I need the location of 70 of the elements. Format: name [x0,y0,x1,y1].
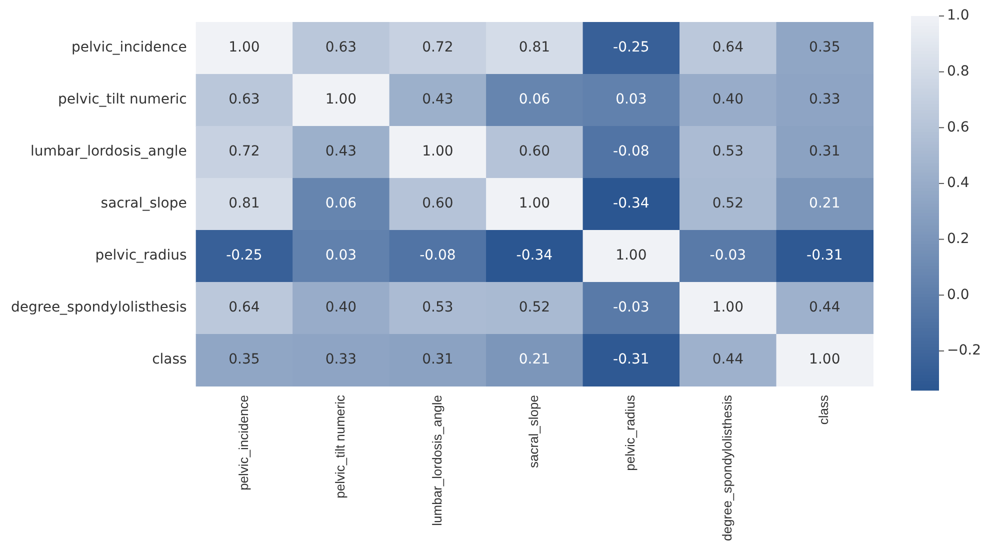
x-tick-label: class [816,394,832,425]
data-label: 0.43 [422,92,454,108]
y-tick-label: sacral_slope [100,196,187,212]
data-label: 0.60 [422,196,454,212]
y-tick-label: pelvic_tilt numeric [58,92,187,108]
data-label: 0.53 [712,144,744,160]
y-tick-label: pelvic_incidence [72,40,187,56]
data-label: -0.25 [226,248,262,264]
data-label: 0.81 [228,196,260,212]
data-label: -0.34 [516,248,553,264]
data-label: 0.06 [518,92,550,108]
data-label: 0.03 [616,92,647,108]
x-tick-label: pelvic_radius [622,394,638,471]
data-label: 1.00 [616,248,647,264]
data-label: 0.64 [228,300,260,316]
data-label: -0.34 [613,196,650,212]
data-label: 0.33 [325,352,357,368]
data-label: 0.33 [809,92,840,108]
data-label: -0.08 [613,144,650,160]
data-label: 0.21 [518,352,550,368]
y-tick-label: pelvic_radius [95,248,187,264]
x-tick-label: pelvic_tilt numeric [332,394,348,498]
data-label: 1.00 [518,196,550,212]
data-label: 0.35 [228,352,260,368]
color-bar-label: 0.8 [947,63,970,80]
data-label: 1.00 [228,40,260,56]
data-label: 0.31 [809,144,840,160]
data-label: -0.03 [613,300,650,316]
data-label: 0.52 [518,300,550,316]
data-label: 0.40 [712,92,744,108]
color-bar-label: 1.0 [947,8,970,24]
data-label: -0.31 [806,248,843,264]
data-label: 1.00 [809,352,840,368]
data-label: 0.43 [325,144,357,160]
data-label: 1.00 [325,92,357,108]
data-label: 0.31 [422,352,454,368]
data-label: 0.03 [325,248,357,264]
data-label: 0.63 [325,40,357,56]
data-label: -0.03 [710,248,746,264]
color-bar-label: −0.2 [947,342,981,359]
x-tick-label: sacral_slope [526,395,541,468]
y-tick-label: class [152,352,187,368]
data-label: 0.60 [518,144,550,160]
data-label: -0.08 [420,248,456,264]
data-label: 0.44 [712,352,744,368]
data-label: -0.31 [613,352,650,368]
data-label: 0.72 [422,40,454,56]
y-tick-label: degree_spondylolisthesis [10,300,187,316]
data-label: 0.81 [518,40,550,56]
color-bar-label: 0.0 [947,286,970,303]
data-label: 0.63 [228,92,260,108]
data-label: 0.06 [325,196,357,212]
data-label: 0.44 [809,300,840,316]
data-label: -0.25 [613,40,650,56]
color-bar-label: 0.4 [947,175,970,192]
data-label: 0.64 [712,40,744,56]
color-bar-label: 0.6 [947,119,970,136]
data-label: 0.53 [422,300,454,316]
x-tick-label: degree_spondylolisthesis [719,394,734,541]
data-label: 0.21 [809,196,840,212]
y-tick-label: lumbar_lordosis_angle [30,144,187,160]
data-label: 0.52 [712,196,744,212]
color-bar-label: 0.2 [947,230,970,247]
data-label: 1.00 [422,144,454,160]
x-tick-label: pelvic_incidence [236,395,251,490]
x-tick-label: lumbar_lordosis_angle [429,395,444,526]
data-label: 0.72 [228,144,260,160]
data-label: 1.00 [712,300,744,316]
data-label: 0.35 [809,40,840,56]
data-label: 0.40 [325,300,357,316]
